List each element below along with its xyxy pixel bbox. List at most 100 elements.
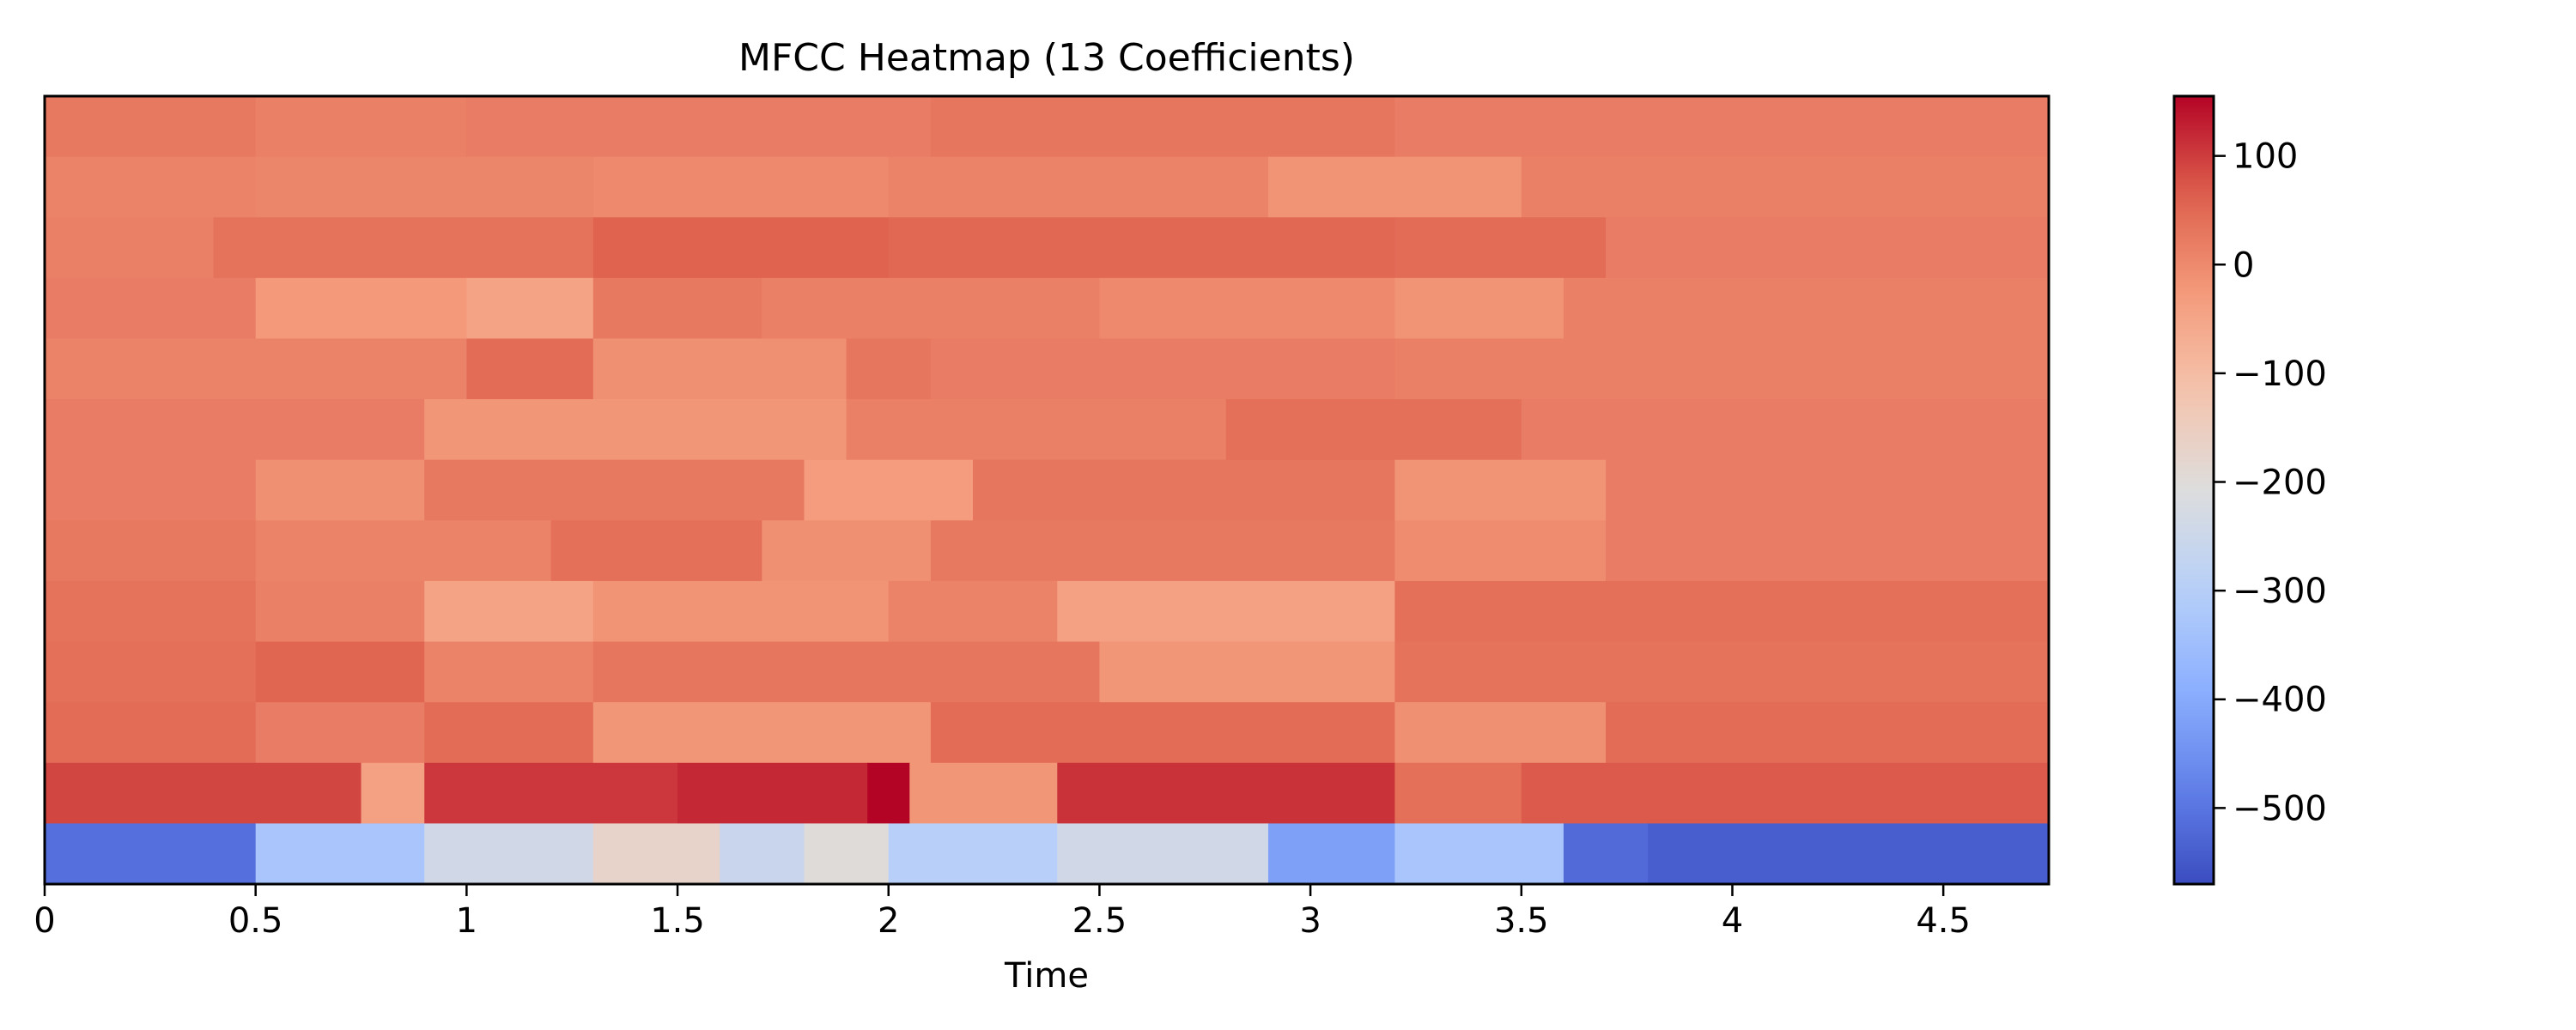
heatmap-cell-mfcc-12 [466, 96, 932, 158]
heatmap-cell-mfcc-9 [592, 277, 762, 340]
heatmap-cell-mfcc-1 [677, 762, 868, 824]
heatmap-cell-mfcc-0 [45, 823, 257, 885]
heatmap-cell-mfcc-0 [1057, 823, 1269, 885]
heatmap-cell-mfcc-12 [45, 96, 257, 158]
heatmap-cell-mfcc-0 [255, 823, 425, 885]
heatmap-cell-mfcc-10 [213, 217, 594, 279]
heatmap-cell-mfcc-11 [45, 156, 257, 218]
heatmap-cell-mfcc-10 [1394, 217, 1607, 279]
x-tick-label: 2.5 [1072, 901, 1127, 941]
heatmap-cell-mfcc-5 [762, 520, 932, 582]
heatmap-cell-mfcc-10 [45, 217, 215, 279]
heatmap-cell-mfcc-4 [45, 580, 257, 643]
colorbar [2172, 94, 2215, 886]
x-tick-label: 4 [1722, 901, 1743, 941]
heatmap-cell-mfcc-4 [888, 580, 1058, 643]
heatmap-cell-mfcc-2 [1606, 702, 2050, 764]
colorbar-tick-label: −300 [2233, 572, 2327, 611]
heatmap-cell-mfcc-7 [45, 399, 425, 461]
x-tick-label: 3.5 [1494, 901, 1549, 941]
heatmap-cell-mfcc-1 [1394, 762, 1522, 824]
heatmap-cell-mfcc-0 [888, 823, 1058, 885]
x-tick-label: 0.5 [228, 901, 283, 941]
heatmap-cell-mfcc-4 [1394, 580, 2050, 643]
heatmap-cell-mfcc-9 [1394, 277, 1564, 340]
heatmap-cell-mfcc-9 [1099, 277, 1395, 340]
heatmap-cell-mfcc-1 [45, 762, 362, 824]
heatmap-cell-mfcc-11 [1267, 156, 1522, 218]
heatmap-cell-mfcc-4 [255, 580, 425, 643]
heatmap-cell-mfcc-6 [45, 459, 257, 521]
heatmap-cell-mfcc-0 [424, 823, 594, 885]
x-tick-label: 0 [33, 901, 55, 941]
heatmap-cell-mfcc-1 [1521, 762, 2050, 824]
heatmap-cell-mfcc-9 [45, 277, 257, 340]
heatmap-cell-mfcc-3 [255, 641, 425, 703]
heatmap-cell-mfcc-5 [1606, 520, 2050, 582]
heatmap-cell-mfcc-2 [1394, 702, 1607, 764]
heatmap-cell-mfcc-0 [592, 823, 720, 885]
x-axis: 0 0.5 1 1.5 2 2.5 3 3.5 4 4.5 [33, 884, 1971, 941]
heatmap-cell-mfcc-11 [255, 156, 594, 218]
x-tick-label: 4.5 [1916, 901, 1971, 941]
heatmap-cell-mfcc-7 [1521, 399, 2050, 461]
heatmap-cell-mfcc-12 [255, 96, 467, 158]
heatmap-cell-mfcc-1 [909, 762, 1058, 824]
heatmap-cell-mfcc-5 [1394, 520, 1607, 582]
heatmap-cell-mfcc-6 [1606, 459, 2050, 521]
heatmap-cell-mfcc-8 [466, 338, 594, 400]
heatmap-cell-mfcc-12 [1394, 96, 2050, 158]
heatmap-cell-mfcc-3 [592, 641, 1101, 703]
heatmap-cell-mfcc-9 [255, 277, 467, 340]
heatmap-cell-mfcc-11 [888, 156, 1269, 218]
x-axis-label: Time [1004, 956, 1089, 996]
heatmap-cell-mfcc-6 [804, 459, 974, 521]
heatmap-cell-mfcc-11 [1521, 156, 2050, 218]
heatmap-cell-mfcc-6 [973, 459, 1395, 521]
colorbar-tick-label: 0 [2233, 245, 2254, 285]
heatmap-cell-mfcc-6 [255, 459, 425, 521]
colorbar-tick-label: −400 [2233, 681, 2327, 720]
heatmap-cell-mfcc-1 [867, 762, 910, 824]
heatmap-cell-mfcc-3 [1099, 641, 1395, 703]
heatmap-cell-mfcc-2 [592, 702, 932, 764]
heatmap-cell-mfcc-8 [592, 338, 848, 400]
heatmap-cell-mfcc-1 [424, 762, 678, 824]
heatmap-cell-mfcc-4 [1057, 580, 1395, 643]
heatmap-cell-mfcc-8 [846, 338, 932, 400]
colorbar-tick-label: −200 [2233, 464, 2327, 503]
heatmap-cell-mfcc-9 [466, 277, 594, 340]
heatmap-cell-mfcc-9 [762, 277, 1101, 340]
heatmap-cell-mfcc-0 [720, 823, 805, 885]
heatmap-cell-mfcc-10 [1606, 217, 2050, 279]
heatmap-cell-mfcc-10 [592, 217, 890, 279]
heatmap-cell-mfcc-5 [45, 520, 257, 582]
heatmap-cell-mfcc-2 [424, 702, 594, 764]
heatmap-cell-mfcc-0 [1563, 823, 1649, 885]
heatmap-cell-mfcc-8 [45, 338, 467, 400]
heatmap-cell-mfcc-6 [1394, 459, 1607, 521]
heatmap-cell-mfcc-7 [424, 399, 848, 461]
heatmap-cell-mfcc-6 [424, 459, 805, 521]
heatmap-cell-mfcc-12 [930, 96, 1395, 158]
heatmap-cell-mfcc-8 [1394, 338, 2050, 400]
heatmap-cells [45, 96, 2050, 885]
heatmap-cell-mfcc-3 [424, 641, 594, 703]
heatmap-cell-mfcc-2 [255, 702, 425, 764]
heatmap-cell-mfcc-0 [1648, 823, 2050, 885]
heatmap-cell-mfcc-3 [45, 641, 257, 703]
heatmap-cell-mfcc-2 [930, 702, 1395, 764]
heatmap-cell-mfcc-5 [550, 520, 762, 582]
heatmap-cell-mfcc-7 [1225, 399, 1522, 461]
x-tick-label: 3 [1299, 901, 1321, 941]
colorbar-tick-label: 100 [2233, 137, 2298, 177]
heatmap-cell-mfcc-10 [888, 217, 1395, 279]
heatmap-cell-mfcc-11 [592, 156, 890, 218]
chart-title: MFCC Heatmap (13 Coefficients) [738, 36, 1355, 80]
heatmap-cell-mfcc-5 [255, 520, 552, 582]
x-tick-label: 2 [878, 901, 899, 941]
x-tick-label: 1.5 [650, 901, 705, 941]
heatmap-cell-mfcc-0 [1267, 823, 1395, 885]
heatmap-cell-mfcc-1 [361, 762, 425, 824]
